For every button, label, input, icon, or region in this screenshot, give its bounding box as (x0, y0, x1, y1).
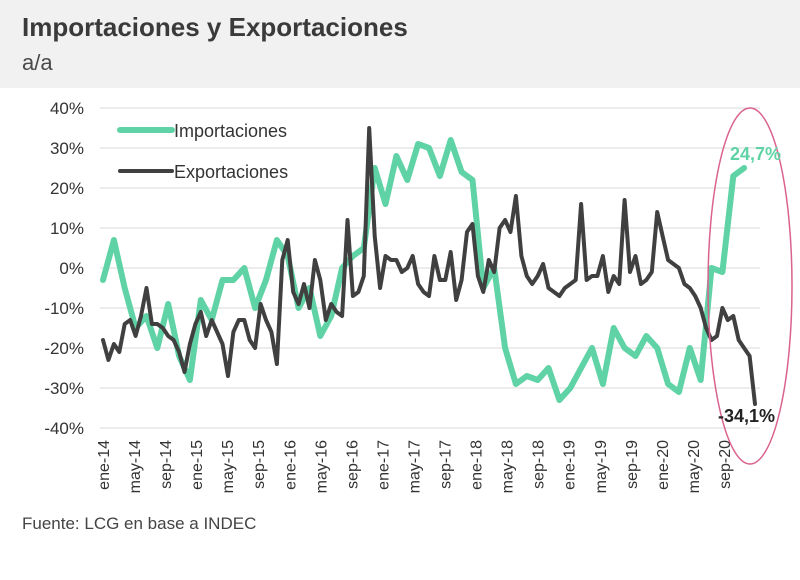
x-tick-label: sep-16 (344, 440, 361, 489)
x-tick-label: ene-17 (375, 440, 392, 490)
y-tick-label: 20% (50, 179, 84, 198)
x-tick-label: ene-16 (282, 440, 299, 490)
y-tick-label: 10% (50, 219, 84, 238)
y-tick-label: 30% (50, 139, 84, 158)
header: Importaciones y Exportaciones a/a (0, 0, 800, 88)
legend-label-importaciones: Importaciones (174, 121, 287, 141)
x-tick-label: ene-19 (562, 440, 579, 490)
line-chart: 40% 30% 20% 10% 0% -10% -20% -30% -40% ene-14 may-… (44, 99, 793, 493)
x-tick-label: may-17 (406, 440, 423, 493)
x-tick-label: may-16 (313, 440, 330, 493)
source-note: Fuente: LCG en base a INDEC (22, 514, 257, 533)
x-tick-label: may-15 (220, 440, 237, 493)
x-tick-label: may-18 (500, 440, 517, 493)
y-tick-label: -20% (44, 339, 84, 358)
x-tick-label: sep-18 (531, 440, 548, 489)
annotation-importaciones: 24,7% (730, 144, 781, 164)
x-tick-label: sep-14 (158, 440, 175, 489)
x-tick-label: ene-20 (655, 440, 672, 490)
legend-label-exportaciones: Exportaciones (174, 162, 288, 182)
x-tick-label: may-19 (593, 440, 610, 493)
y-tick-label: 40% (50, 99, 84, 118)
x-tick-label: sep-15 (251, 440, 268, 489)
x-tick-label: ene-18 (469, 440, 486, 490)
x-tick-label: may-14 (127, 440, 144, 493)
annotation-exportaciones: -34,1% (718, 406, 775, 426)
exportaciones-series-line (101, 126, 757, 406)
y-tick-label: -40% (44, 419, 84, 438)
x-tick-label: ene-14 (96, 440, 113, 490)
x-tick-label: sep-19 (624, 440, 641, 489)
x-tick-label: ene-15 (189, 440, 206, 490)
x-tick-label: sep-20 (717, 440, 734, 489)
y-tick-label: -30% (44, 379, 84, 398)
x-tick-label: sep-17 (438, 440, 455, 489)
chart-subtitle: a/a (22, 50, 53, 75)
importaciones-series-line (100, 137, 748, 403)
highlight-ellipse (707, 107, 793, 465)
y-tick-label: 0% (59, 259, 84, 278)
x-tick-label: may-20 (686, 440, 703, 493)
y-tick-label: -10% (44, 299, 84, 318)
chart-title: Importaciones y Exportaciones (22, 12, 408, 42)
